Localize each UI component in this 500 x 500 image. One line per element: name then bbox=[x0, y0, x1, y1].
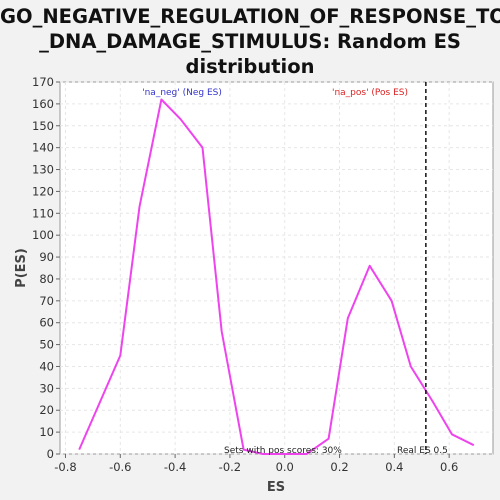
y-tick-label: 20 bbox=[39, 403, 54, 417]
y-tick-label: 150 bbox=[32, 119, 54, 133]
grid-lines bbox=[60, 81, 493, 455]
y-tick-label: 10 bbox=[39, 425, 54, 439]
pos-es-label: 'na_pos' (Pos ES) bbox=[332, 88, 408, 98]
y-tick-label: 80 bbox=[39, 272, 54, 286]
x-tick-label: -0.6 bbox=[109, 460, 131, 474]
series-group bbox=[78, 98, 475, 455]
y-axis-ticks: 0 10 20 30 40 50 60 70 80 90 100 110 120 130 140 150 160… bbox=[32, 75, 60, 461]
y-tick-label: 90 bbox=[39, 250, 54, 264]
real-es-label: Real ES 0.5 bbox=[397, 446, 448, 456]
chart-title-line-1: GO_NEGATIVE_REGULATION_OF_RESPONSE_TO bbox=[0, 5, 500, 28]
y-tick-label: 40 bbox=[39, 359, 54, 373]
x-tick-label: -0.8 bbox=[54, 460, 76, 474]
x-axis-label: ES bbox=[267, 480, 285, 495]
x-tick-label: -0.4 bbox=[164, 460, 186, 474]
y-tick-label: 110 bbox=[32, 206, 54, 220]
y-tick-label: 130 bbox=[32, 163, 54, 177]
y-tick-label: 70 bbox=[39, 294, 54, 308]
pos-scores-note: Sets with pos scores: 30% bbox=[224, 446, 342, 456]
chart-title: GO_NEGATIVE_REGULATION_OF_RESPONSE_TO _D… bbox=[0, 4, 500, 79]
y-tick-label: 30 bbox=[39, 381, 54, 395]
y-axis-label: P(ES) bbox=[14, 248, 29, 288]
y-tick-label: 50 bbox=[39, 338, 54, 352]
x-axis-ticks: -0.8 -0.6 -0.4 -0.2 0.0 0.2 0.4 0.6 bbox=[54, 454, 458, 474]
y-tick-label: 100 bbox=[32, 228, 54, 242]
chart-title-line-3: distribution bbox=[185, 55, 315, 78]
chart-title-line-2: _DNA_DAMAGE_STIMULUS: Random ES bbox=[39, 30, 461, 53]
x-tick-label: -0.2 bbox=[219, 460, 241, 474]
y-tick-label: 60 bbox=[39, 316, 54, 330]
plot-area bbox=[59, 81, 494, 455]
neg-es-label: 'na_neg' (Neg ES) bbox=[142, 88, 222, 98]
y-tick-label: 160 bbox=[32, 97, 54, 111]
x-tick-label: 0.6 bbox=[440, 460, 458, 474]
x-tick-label: 0.0 bbox=[276, 460, 294, 474]
y-tick-label: 140 bbox=[32, 141, 54, 155]
es-distribution-line bbox=[78, 98, 475, 455]
y-tick-label: 170 bbox=[32, 75, 54, 89]
x-tick-label: 0.2 bbox=[330, 460, 348, 474]
x-tick-label: 0.4 bbox=[385, 460, 403, 474]
y-tick-label: 0 bbox=[47, 447, 54, 461]
y-tick-label: 120 bbox=[32, 184, 54, 198]
